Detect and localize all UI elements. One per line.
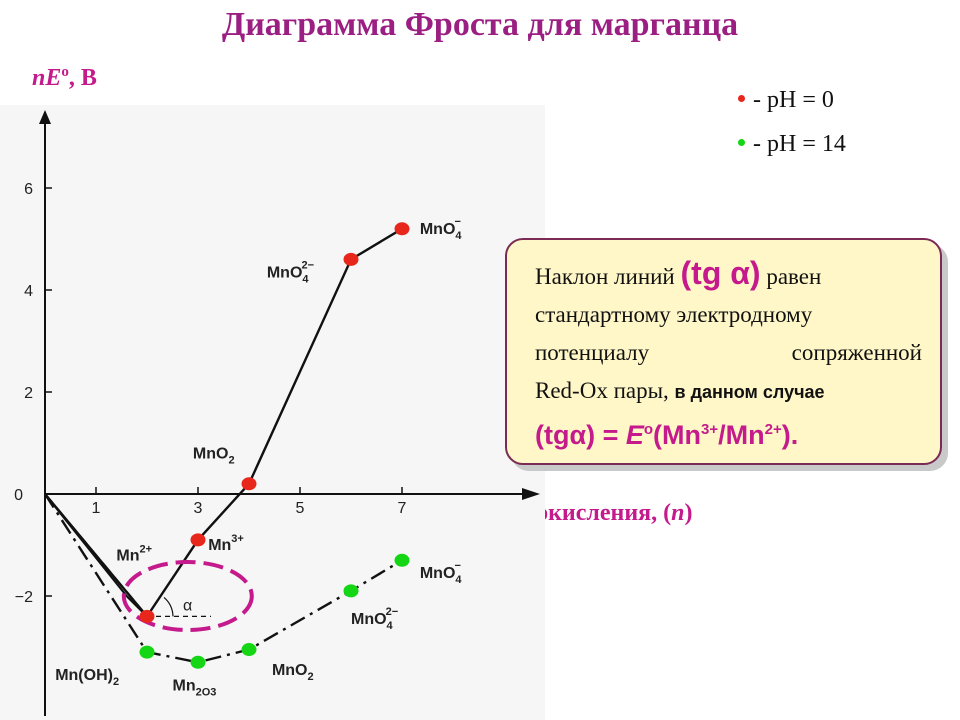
- point-marker-ph0: [190, 533, 206, 547]
- highlight-ellipse: [121, 560, 254, 632]
- y-unit-symbol: nE: [32, 65, 62, 91]
- species-label: MnO2: [272, 662, 314, 683]
- x-label-var: n: [671, 500, 685, 526]
- y-axis-unit: nEo, В: [32, 64, 97, 92]
- species-label: Mn2O3: [173, 677, 217, 698]
- species-label: MnO42−: [267, 259, 314, 285]
- point-marker-ph0: [139, 609, 155, 623]
- species-label: MnO2: [193, 445, 235, 466]
- slope-callout: Наклон линий (tg α) равен стандартному э…: [505, 238, 942, 465]
- species-label: MnO4−: [420, 216, 463, 242]
- point-marker-ph0: [394, 222, 410, 236]
- callout-line-2: стандартному электродному: [535, 302, 813, 327]
- x-tick-label: 1: [92, 500, 101, 517]
- y-tick-label: −2: [15, 589, 33, 606]
- y-unit-rest: , В: [68, 65, 97, 91]
- species-label: Mn2+: [116, 543, 152, 564]
- y-unit-sup: o: [61, 64, 69, 80]
- alpha-label: α: [183, 597, 192, 614]
- x-tick-label: 7: [398, 500, 407, 517]
- legend-label: - pH = 0: [753, 87, 834, 113]
- page-title: Диаграмма Фроста для марганца: [221, 6, 739, 43]
- legend-item-ph0: - pH = 0: [738, 86, 846, 130]
- plot-background: [0, 105, 545, 720]
- callout-line-3: потенциалу сопряженной: [535, 340, 922, 365]
- y-tick-label: 2: [24, 385, 33, 402]
- point-marker-ph0: [241, 477, 257, 491]
- x-tick-label: 5: [296, 500, 305, 517]
- tg-alpha: (tg α): [680, 255, 761, 291]
- point-marker-ph14: [343, 584, 359, 598]
- x-axis-arrow: [522, 488, 540, 500]
- legend-label: - pH = 14: [753, 131, 846, 157]
- series-line-ph14: [43, 493, 403, 664]
- callout-formula: (tgα) = Eo(Mn3+/Mn2+).: [535, 420, 799, 450]
- point-marker-ph14: [241, 643, 257, 657]
- callout-line-1: Наклон линий (tg α) равен: [535, 255, 822, 291]
- species-label: Mn(OH)2: [55, 667, 119, 688]
- legend-item-ph14: - pH = 14: [738, 130, 846, 174]
- x-label-close: ): [684, 500, 693, 526]
- series-line-ph0: [44, 227, 403, 619]
- legend-dot-green: [738, 138, 745, 146]
- legend-dot-red: [738, 94, 745, 102]
- point-marker-ph14: [394, 553, 410, 567]
- y-axis-arrow: [39, 110, 51, 124]
- alpha-arc: [163, 596, 174, 617]
- y-tick-label: 4: [24, 283, 33, 300]
- species-label: Mn3+: [208, 533, 244, 554]
- point-marker-ph0: [343, 252, 359, 266]
- point-marker-ph14: [139, 645, 155, 659]
- legend: - pH = 0 - pH = 14: [738, 86, 846, 174]
- callout-line-4: Red-Ox пары, в данном случае: [535, 378, 825, 403]
- point-marker-ph14: [190, 655, 206, 669]
- origin-label: 0: [14, 487, 23, 504]
- x-tick-label: 3: [194, 500, 203, 517]
- species-label: MnO42−: [351, 606, 398, 632]
- y-tick-label: 6: [24, 181, 33, 198]
- species-label: MnO4−: [420, 560, 463, 586]
